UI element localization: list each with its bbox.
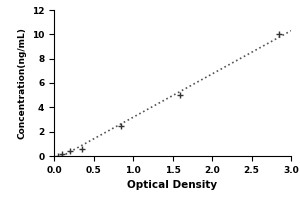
X-axis label: Optical Density: Optical Density: [128, 180, 218, 190]
Y-axis label: Concentration(ng/mL): Concentration(ng/mL): [17, 27, 26, 139]
